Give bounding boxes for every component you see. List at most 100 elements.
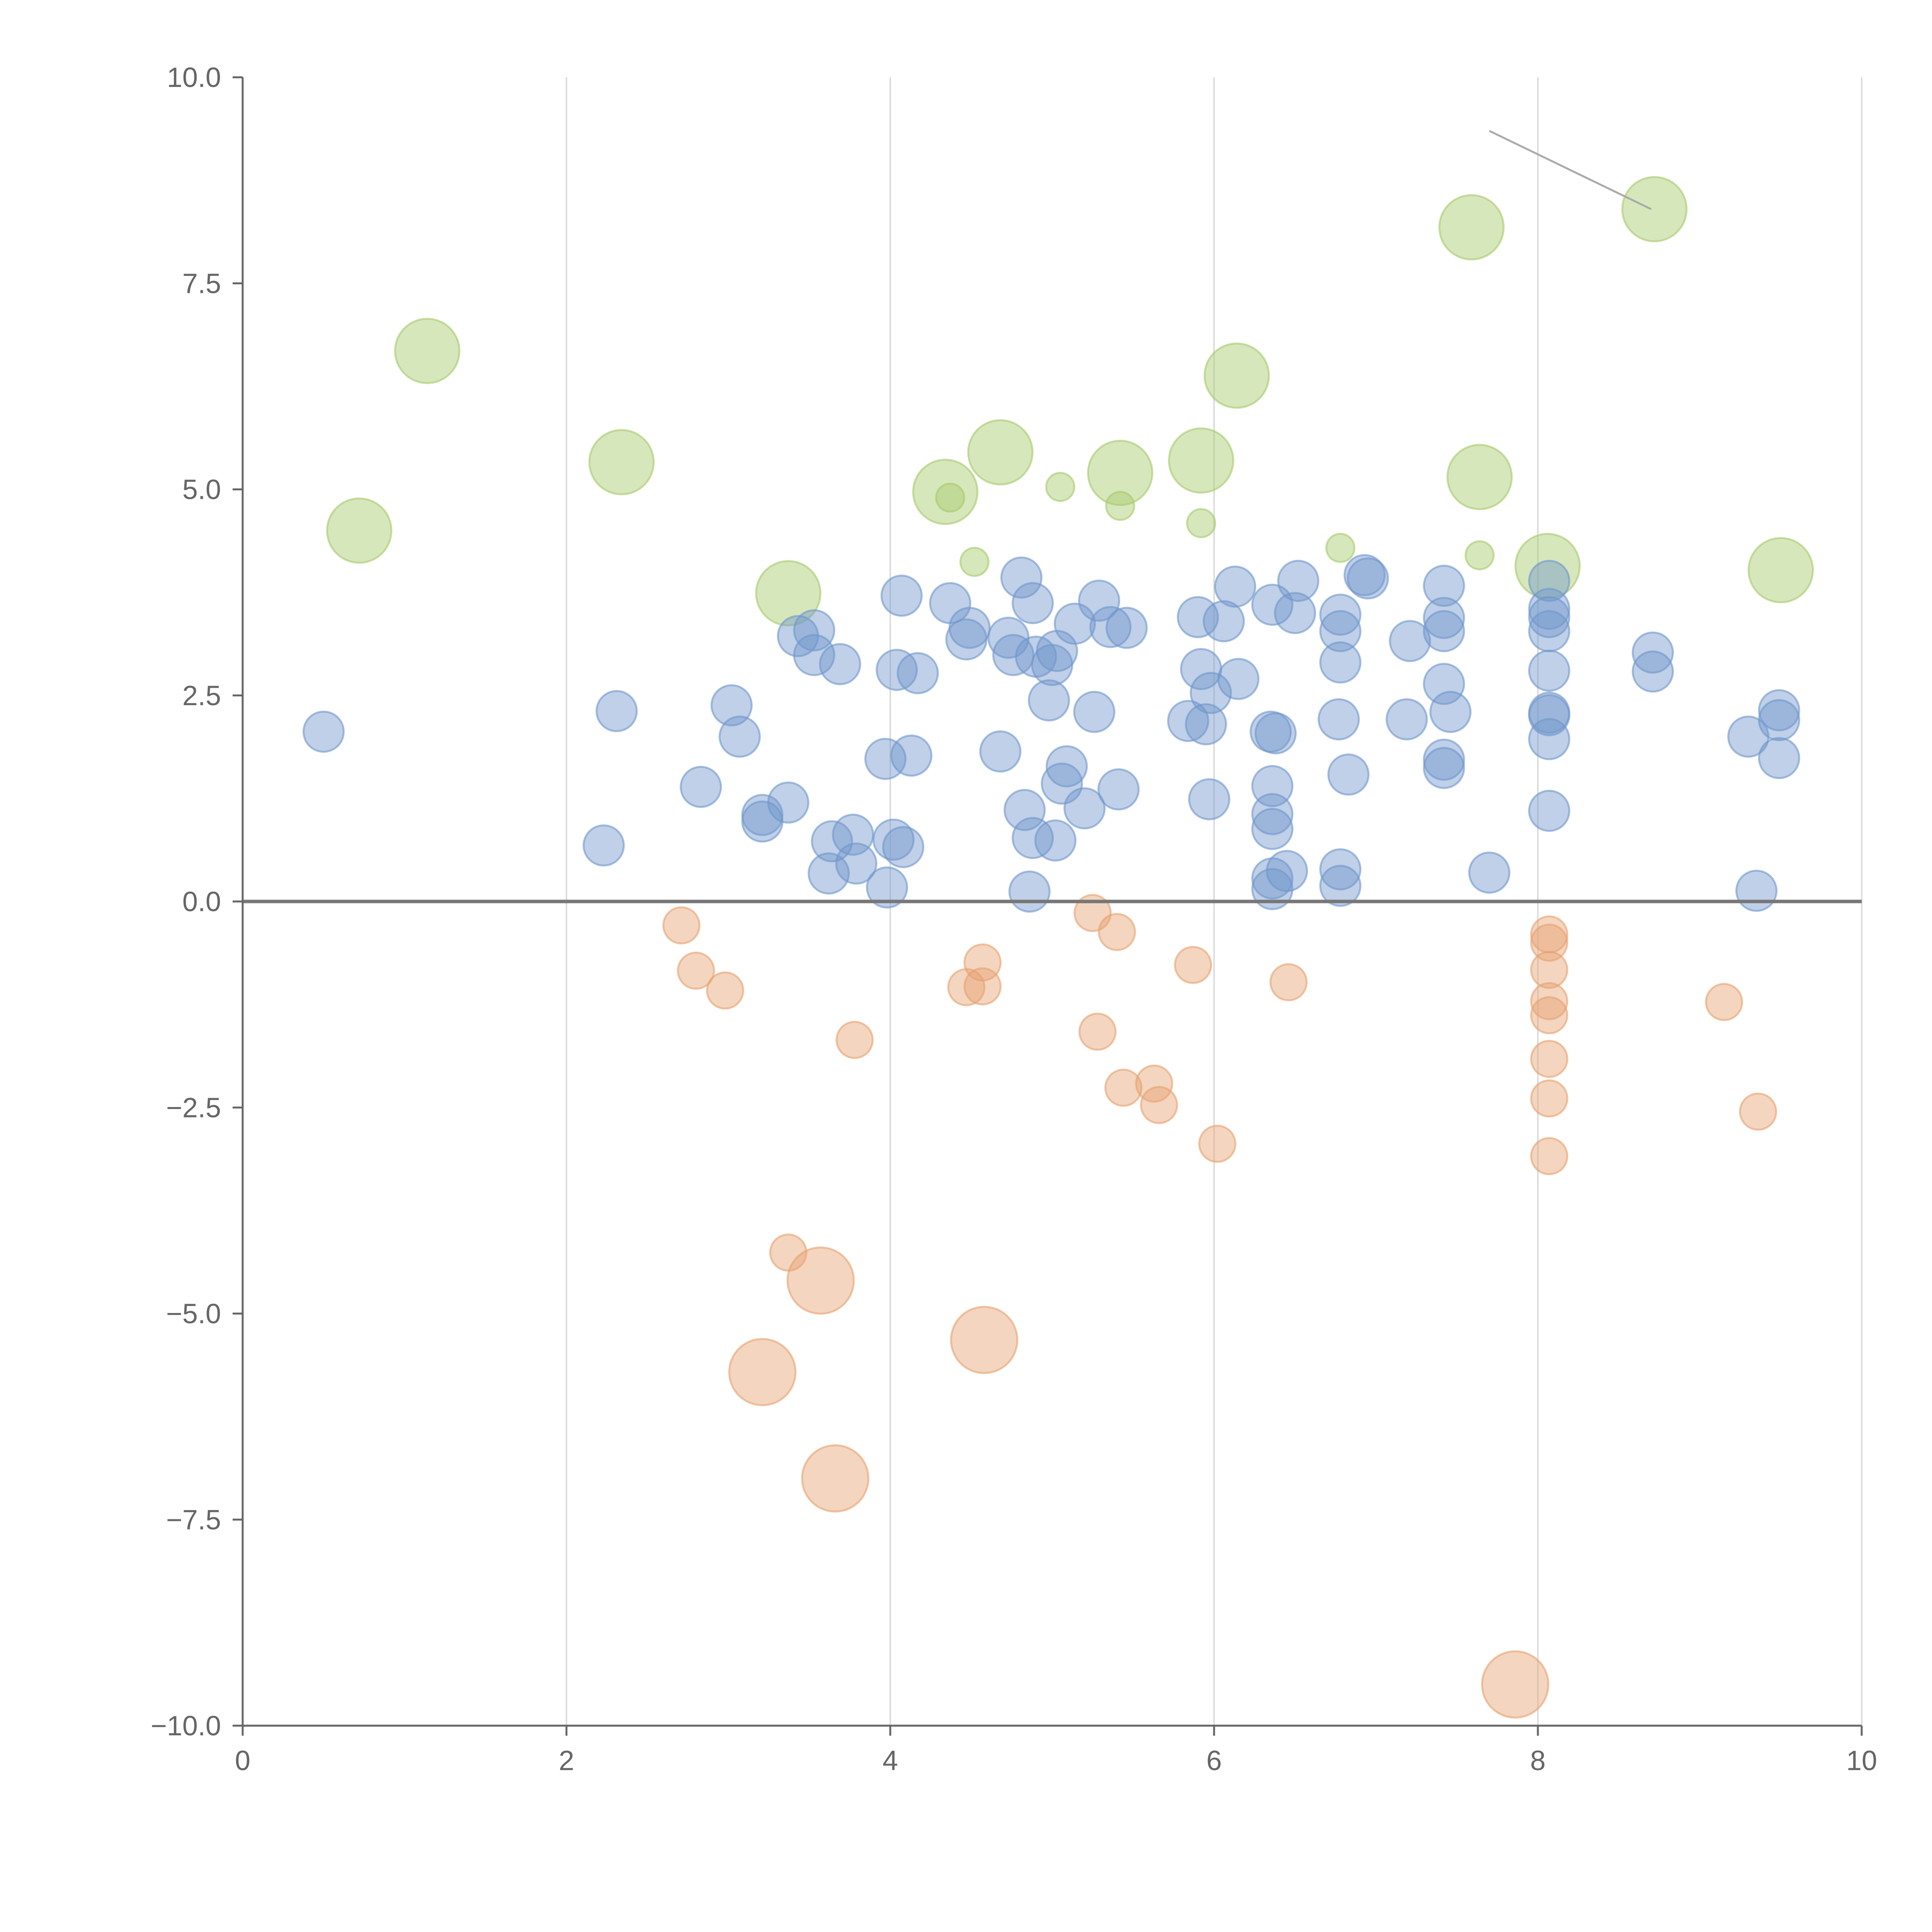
data-point[interactable] bbox=[1389, 620, 1431, 662]
data-point[interactable] bbox=[1747, 537, 1814, 604]
data-point[interactable] bbox=[959, 547, 990, 577]
data-point[interactable] bbox=[935, 482, 965, 513]
data-point[interactable] bbox=[1269, 963, 1308, 1002]
data-point[interactable] bbox=[1325, 533, 1355, 563]
data-point[interactable] bbox=[1319, 594, 1362, 636]
data-point[interactable] bbox=[326, 497, 393, 564]
data-point[interactable] bbox=[1468, 851, 1510, 894]
data-point[interactable] bbox=[1530, 951, 1568, 989]
data-point[interactable] bbox=[1188, 778, 1230, 821]
data-point[interactable] bbox=[912, 459, 979, 525]
data-point[interactable] bbox=[1344, 554, 1386, 596]
data-point[interactable] bbox=[1530, 923, 1568, 962]
data-point[interactable] bbox=[595, 690, 638, 732]
data-point[interactable] bbox=[1073, 690, 1116, 733]
data-point[interactable] bbox=[1251, 868, 1294, 910]
data-point[interactable] bbox=[1481, 1650, 1549, 1719]
data-point[interactable] bbox=[1735, 869, 1778, 912]
data-point[interactable] bbox=[718, 715, 761, 758]
data-point[interactable] bbox=[866, 866, 908, 909]
data-point[interactable] bbox=[1530, 1079, 1568, 1118]
data-point[interactable] bbox=[1528, 650, 1570, 692]
data-point[interactable] bbox=[1003, 789, 1046, 831]
data-point[interactable] bbox=[876, 649, 918, 691]
data-point[interactable] bbox=[1528, 789, 1570, 832]
data-point[interactable] bbox=[1319, 610, 1362, 652]
data-point[interactable] bbox=[1446, 444, 1513, 510]
data-point[interactable] bbox=[808, 852, 850, 895]
data-point[interactable] bbox=[1190, 672, 1232, 714]
data-point[interactable] bbox=[1528, 694, 1570, 736]
data-point[interactable] bbox=[1251, 808, 1294, 850]
data-point[interactable] bbox=[588, 429, 655, 495]
data-point[interactable] bbox=[1758, 737, 1800, 779]
data-point[interactable] bbox=[1214, 565, 1256, 608]
data-point[interactable] bbox=[1423, 610, 1465, 652]
data-point[interactable] bbox=[1530, 1040, 1568, 1078]
data-point[interactable] bbox=[1012, 582, 1054, 624]
data-point[interactable] bbox=[1105, 491, 1135, 521]
data-point[interactable] bbox=[950, 1306, 1019, 1374]
data-point[interactable] bbox=[1739, 1092, 1777, 1131]
data-point[interactable] bbox=[662, 906, 701, 945]
data-point[interactable] bbox=[1530, 1137, 1568, 1175]
data-point[interactable] bbox=[755, 560, 821, 626]
data-point[interactable] bbox=[1046, 745, 1088, 787]
data-point[interactable] bbox=[992, 634, 1034, 676]
data-point[interactable] bbox=[979, 730, 1022, 773]
data-point[interactable] bbox=[1167, 700, 1209, 742]
data-point[interactable] bbox=[1036, 630, 1078, 672]
data-point[interactable] bbox=[1530, 996, 1568, 1034]
data-point[interactable] bbox=[1185, 703, 1227, 745]
data-point[interactable] bbox=[1423, 565, 1465, 607]
data-point[interactable] bbox=[1429, 690, 1472, 733]
data-point[interactable] bbox=[801, 1444, 869, 1513]
data-point[interactable] bbox=[1105, 607, 1148, 649]
data-point[interactable] bbox=[1097, 768, 1140, 811]
data-point[interactable] bbox=[1089, 606, 1132, 648]
data-point[interactable] bbox=[1318, 698, 1360, 741]
data-point[interactable] bbox=[890, 734, 932, 777]
data-point[interactable] bbox=[1758, 699, 1800, 742]
data-point[interactable] bbox=[1063, 787, 1106, 830]
data-point[interactable] bbox=[1423, 747, 1465, 789]
data-point[interactable] bbox=[1177, 596, 1219, 638]
data-point[interactable] bbox=[1423, 597, 1465, 639]
data-point[interactable] bbox=[1631, 650, 1674, 693]
data-point[interactable] bbox=[819, 643, 861, 685]
data-point[interactable] bbox=[835, 842, 878, 885]
data-point[interactable] bbox=[1327, 753, 1370, 796]
data-point[interactable] bbox=[1514, 533, 1581, 599]
data-point[interactable] bbox=[1528, 596, 1570, 638]
data-point[interactable] bbox=[1705, 983, 1743, 1021]
data-point[interactable] bbox=[963, 943, 1002, 982]
data-point[interactable] bbox=[1254, 712, 1297, 755]
data-point[interactable] bbox=[1423, 663, 1465, 705]
data-point[interactable] bbox=[1045, 472, 1075, 502]
data-point[interactable] bbox=[1251, 793, 1294, 835]
data-point[interactable] bbox=[1098, 913, 1136, 951]
data-point[interactable] bbox=[303, 711, 345, 753]
data-point[interactable] bbox=[1140, 1086, 1178, 1124]
data-point[interactable] bbox=[967, 419, 1034, 486]
data-point[interactable] bbox=[1008, 870, 1051, 913]
data-point[interactable] bbox=[1277, 560, 1320, 602]
data-point[interactable] bbox=[1631, 631, 1674, 674]
data-point[interactable] bbox=[1266, 850, 1308, 892]
data-point[interactable] bbox=[880, 575, 923, 617]
data-point[interactable] bbox=[582, 824, 625, 867]
data-point[interactable] bbox=[835, 1021, 874, 1059]
data-point[interactable] bbox=[1758, 689, 1800, 731]
data-point[interactable] bbox=[1464, 540, 1495, 571]
data-point[interactable] bbox=[1528, 718, 1570, 760]
data-point[interactable] bbox=[1530, 982, 1568, 1020]
data-point[interactable] bbox=[1274, 592, 1316, 634]
data-point[interactable] bbox=[1034, 819, 1077, 862]
data-point[interactable] bbox=[1078, 579, 1121, 622]
data-point[interactable] bbox=[1028, 679, 1070, 722]
data-point[interactable] bbox=[1087, 440, 1153, 506]
data-point[interactable] bbox=[1203, 342, 1270, 409]
data-point[interactable] bbox=[896, 652, 939, 694]
data-point[interactable] bbox=[1386, 698, 1428, 741]
data-point[interactable] bbox=[1621, 176, 1688, 242]
